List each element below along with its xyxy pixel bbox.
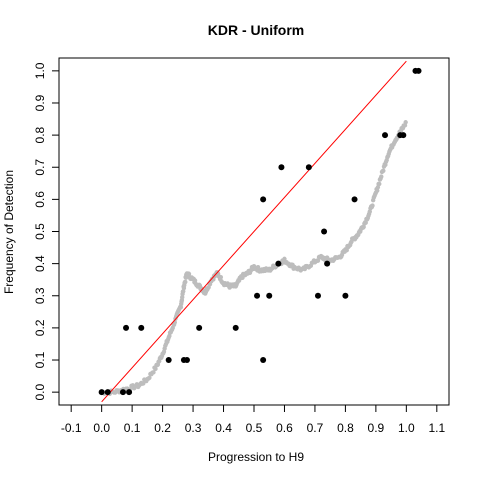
smooth-point [361, 224, 366, 230]
observed-point [196, 324, 203, 331]
smooth-point [178, 305, 184, 310]
smooth-point [151, 370, 156, 375]
smoothed-series [99, 120, 408, 396]
y-tick-label: 0.5 [33, 223, 47, 240]
observed-point [126, 389, 133, 396]
smooth-point [282, 256, 287, 262]
smooth-point [315, 258, 321, 263]
reference-line-group [101, 60, 407, 403]
smooth-point [381, 168, 386, 173]
observed-point [382, 132, 389, 139]
observed-point [254, 292, 261, 299]
observed-point [321, 228, 328, 235]
observed-series [98, 67, 422, 396]
smooth-point [167, 333, 172, 339]
y-tick-label: 1.0 [33, 62, 47, 79]
observed-point [305, 164, 312, 171]
y-tick-label: 0.7 [33, 159, 47, 176]
smooth-point [375, 188, 380, 193]
smooth-point [403, 120, 408, 125]
x-tick-label: 0.5 [246, 421, 263, 435]
y-axis: 0.0 0.1 0.2 0.3 0.4 0.5 0.6 0.7 0.8 0.9 1.0 [33, 62, 59, 400]
chart-title: KDR - Uniform [208, 22, 304, 38]
smooth-point [367, 209, 372, 214]
y-tick-label: 0.9 [33, 94, 47, 111]
observed-point [98, 389, 105, 396]
y-tick-label: 0.8 [33, 126, 47, 143]
smooth-point [183, 279, 188, 285]
smooth-point [147, 375, 152, 380]
x-tick-label: 1.0 [398, 421, 415, 435]
observed-point [260, 357, 267, 364]
observed-point [342, 292, 349, 299]
smooth-point [180, 295, 185, 300]
x-tick-label: 0.6 [276, 421, 293, 435]
smooth-point [375, 185, 381, 190]
x-tick-label: 0.8 [337, 421, 354, 435]
x-tick-label: 0.7 [307, 421, 324, 435]
x-tick-label: 0.9 [368, 421, 385, 435]
observed-point [260, 196, 267, 203]
observed-point [119, 389, 126, 396]
observed-point [266, 292, 273, 299]
observed-point [183, 357, 190, 364]
observed-point [275, 260, 282, 267]
y-axis-label: Frequency of Detection [2, 170, 16, 294]
y-tick-label: 0.3 [33, 287, 47, 304]
smooth-point [181, 289, 186, 294]
x-tick-label: 0.1 [124, 421, 141, 435]
observed-point [104, 389, 111, 396]
y-tick-label: 0.2 [33, 319, 47, 336]
y-tick-label: 0.0 [33, 383, 47, 400]
y-tick-label: 0.6 [33, 191, 47, 208]
x-axis: -0.1 0.0 0.1 0.2 0.3 0.4 0.5 0.6 0.7 0.8 0.9 1.0 1.1 [61, 405, 445, 435]
reference-line [101, 60, 407, 403]
observed-point [232, 324, 239, 331]
x-tick-label: 0.4 [215, 421, 232, 435]
observed-point [415, 67, 422, 74]
x-tick-label: 0.2 [154, 421, 171, 435]
observed-point [123, 324, 130, 331]
smooth-point [379, 174, 384, 179]
observed-point [165, 357, 172, 364]
smooth-point [377, 181, 382, 187]
observed-point [351, 196, 358, 203]
x-tick-label: -0.1 [61, 421, 82, 435]
x-tick-label: 1.1 [428, 421, 445, 435]
y-tick-label: 0.4 [33, 255, 47, 272]
observed-point [138, 324, 145, 331]
x-tick-label: 0.0 [93, 421, 110, 435]
smooth-point [370, 203, 375, 208]
smooth-point [192, 278, 198, 283]
observed-point [278, 164, 285, 171]
smooth-point [153, 366, 158, 372]
observed-point [324, 260, 331, 267]
x-axis-label: Progression to H9 [208, 450, 304, 464]
y-tick-label: 0.1 [33, 351, 47, 368]
smooth-point [218, 274, 224, 280]
x-tick-label: 0.3 [185, 421, 202, 435]
observed-point [400, 132, 407, 139]
observed-point [314, 292, 321, 299]
